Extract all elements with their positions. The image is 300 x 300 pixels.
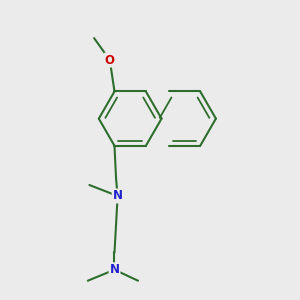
Text: N: N — [112, 190, 123, 202]
Text: O: O — [105, 54, 115, 67]
Text: N: N — [110, 263, 119, 276]
